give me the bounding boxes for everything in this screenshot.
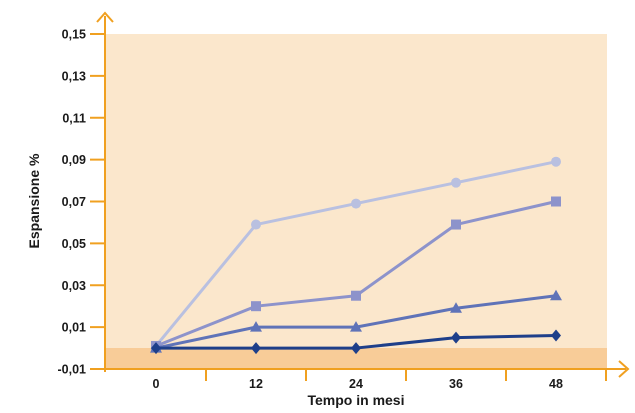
- negative-band: [105, 348, 607, 369]
- x-tick-label: 0: [153, 377, 160, 391]
- data-point: [251, 342, 261, 355]
- data-point: [351, 198, 361, 209]
- series-diamond: [151, 329, 561, 355]
- y-tick-label: 0,05: [62, 237, 86, 251]
- y-axis-arrow: [96, 11, 114, 23]
- data-point: [551, 329, 561, 342]
- data-point: [250, 321, 262, 332]
- data-point: [451, 177, 461, 188]
- data-point: [251, 301, 261, 312]
- data-point: [450, 302, 462, 313]
- x-tick-label: 48: [549, 377, 563, 391]
- data-point: [351, 290, 361, 301]
- data-point: [351, 342, 361, 355]
- x-tick-label: 12: [249, 377, 263, 391]
- x-axis-arrow: [618, 360, 630, 378]
- y-tick-label: 0,09: [62, 153, 86, 167]
- y-tick-label: 0,15: [62, 28, 86, 42]
- data-point: [350, 321, 362, 332]
- y-tick-label: 0,03: [62, 279, 86, 293]
- series-layer: [150, 156, 562, 355]
- data-point: [551, 196, 561, 207]
- y-tick-label: 0,13: [62, 69, 86, 83]
- x-tick-label: 36: [449, 377, 463, 391]
- data-point: [451, 219, 461, 230]
- data-point: [551, 156, 561, 167]
- y-axis-title: Espansione %: [26, 153, 42, 248]
- data-point: [550, 289, 562, 301]
- y-axis-ticks: -0,01 0,01 0,03 0,05 0,07 0,09 0,11 0,13 0,15: [58, 28, 105, 377]
- data-point: [251, 219, 261, 230]
- x-axis-ticks: 0 12 24 36 48: [153, 369, 607, 391]
- x-tick-label: 24: [349, 377, 363, 391]
- data-point: [451, 331, 461, 344]
- data-point: [151, 342, 161, 355]
- y-tick-label: 0,01: [62, 321, 86, 335]
- y-tick-label: 0,11: [62, 111, 86, 125]
- y-tick-label: -0,01: [58, 363, 87, 377]
- plot-background: [105, 34, 607, 348]
- y-tick-label: 0,07: [62, 195, 86, 209]
- x-axis-title: Tempo in mesi: [308, 392, 405, 408]
